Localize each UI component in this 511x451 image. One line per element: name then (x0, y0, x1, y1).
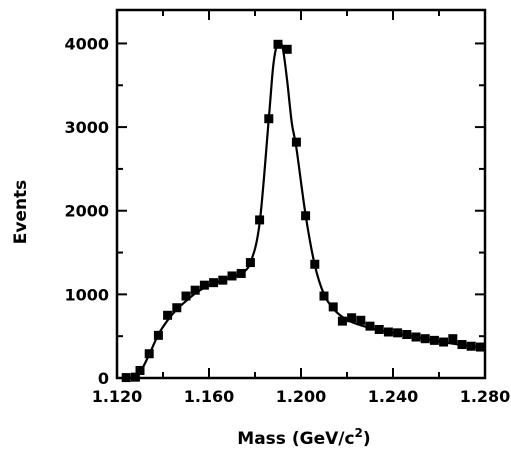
data-point (190, 285, 200, 295)
data-point (310, 259, 320, 269)
data-point (181, 291, 191, 301)
data-point (227, 271, 237, 281)
data-point (319, 291, 329, 301)
data-point (245, 258, 255, 268)
y-tick-label: 4000 (64, 34, 109, 53)
data-point (448, 334, 458, 344)
data-point (199, 280, 209, 290)
x-axis-label: Mass (GeV/c2) (237, 426, 370, 449)
x-axis-label-main: Mass (GeV/c (237, 429, 354, 449)
data-point (466, 341, 476, 351)
data-point (255, 215, 265, 225)
data-point (328, 302, 338, 312)
data-point (383, 327, 393, 337)
data-point (457, 340, 467, 350)
x-tick-label: 1.160 (184, 387, 235, 406)
data-point (172, 303, 182, 313)
data-point (282, 44, 292, 54)
plot-frame (115, 8, 487, 380)
x-axis-label-close: ) (363, 429, 371, 449)
x-axis-label-superscript: 2 (355, 426, 363, 440)
data-point (301, 211, 311, 221)
data-point (411, 332, 421, 342)
data-point (429, 335, 439, 345)
data-point (347, 313, 357, 323)
x-tick-label: 1.120 (92, 387, 143, 406)
x-tick-label: 1.240 (368, 387, 419, 406)
y-tick-label: 1000 (64, 285, 109, 304)
data-point (209, 278, 219, 288)
data-point (365, 321, 375, 331)
data-point (273, 39, 283, 49)
data-point (393, 328, 403, 338)
data-point (420, 334, 430, 344)
data-points (121, 39, 485, 383)
data-point (439, 337, 449, 347)
axis-ticks (116, 10, 486, 379)
data-point (264, 114, 274, 124)
x-tick-label: 1.280 (460, 387, 511, 406)
data-point (121, 373, 131, 383)
data-point (374, 324, 384, 334)
data-point (144, 349, 154, 359)
y-tick-label: 0 (98, 369, 109, 388)
fit-curve (126, 40, 483, 380)
y-tick-label: 3000 (64, 118, 109, 137)
data-point (135, 365, 145, 375)
y-axis-label: Events (11, 180, 31, 245)
axis-tick-labels: 1.120 1.160 1.200 1.240 1.280 0 1000 2000 3000 40… (64, 34, 510, 406)
x-tick-label: 1.200 (276, 387, 327, 406)
data-point (236, 268, 246, 278)
data-point (356, 315, 366, 325)
data-point (291, 137, 301, 147)
data-point (475, 342, 485, 352)
data-point (337, 316, 347, 326)
data-point (218, 275, 228, 285)
data-point (402, 330, 412, 340)
y-tick-label: 2000 (64, 202, 109, 221)
data-point (130, 372, 140, 382)
data-point (153, 330, 163, 340)
data-point (163, 310, 173, 320)
